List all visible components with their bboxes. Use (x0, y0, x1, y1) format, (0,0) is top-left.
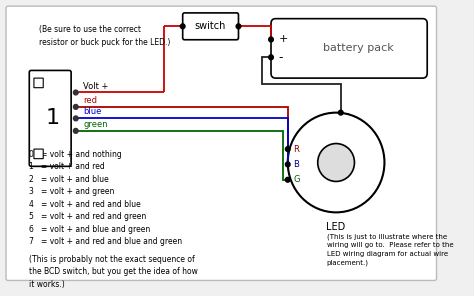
Text: 6   = volt + and blue and green: 6 = volt + and blue and green (29, 225, 151, 234)
Text: battery pack: battery pack (323, 44, 394, 53)
Text: 3   = volt + and green: 3 = volt + and green (29, 187, 115, 197)
Text: 5   = volt + and red and green: 5 = volt + and red and green (29, 212, 146, 221)
FancyBboxPatch shape (6, 6, 437, 280)
Text: green: green (83, 120, 108, 129)
Circle shape (338, 110, 343, 115)
Circle shape (269, 37, 273, 42)
Text: R: R (293, 144, 299, 154)
Text: 2   = volt + and blue: 2 = volt + and blue (29, 175, 109, 184)
Circle shape (318, 144, 355, 181)
Text: 1   = volt + and red: 1 = volt + and red (29, 163, 105, 171)
FancyBboxPatch shape (34, 149, 43, 159)
Text: -: - (346, 108, 349, 118)
Circle shape (285, 147, 290, 152)
Text: blue: blue (83, 107, 101, 116)
Text: +: + (278, 34, 288, 44)
Circle shape (285, 162, 290, 167)
Text: switch: switch (195, 21, 226, 31)
Text: G: G (293, 175, 300, 184)
Circle shape (269, 55, 273, 60)
Circle shape (288, 113, 384, 212)
FancyBboxPatch shape (29, 70, 71, 166)
Text: LED: LED (327, 222, 346, 232)
Text: 4   = volt + and red and blue: 4 = volt + and red and blue (29, 200, 141, 209)
Text: (This is probably not the exact sequence of
the BCD switch, but you get the idea: (This is probably not the exact sequence… (29, 255, 198, 289)
FancyBboxPatch shape (182, 13, 238, 40)
Text: red: red (83, 96, 97, 105)
FancyBboxPatch shape (271, 19, 427, 78)
Text: -: - (278, 51, 283, 64)
Text: 0   = volt + and nothing: 0 = volt + and nothing (29, 150, 122, 159)
FancyBboxPatch shape (34, 78, 43, 88)
Text: (This is just to illustrate where the
wiring will go to.  Please refer to the
LE: (This is just to illustrate where the wi… (327, 234, 454, 266)
Text: 1: 1 (46, 108, 60, 128)
Text: B: B (293, 160, 299, 169)
Circle shape (236, 24, 241, 29)
Circle shape (73, 104, 78, 109)
Text: 7   = volt + and red and blue and green: 7 = volt + and red and blue and green (29, 237, 182, 246)
Circle shape (73, 90, 78, 95)
Text: (Be sure to use the correct
resistor or buck puck for the LED.): (Be sure to use the correct resistor or … (38, 25, 170, 47)
Circle shape (73, 116, 78, 121)
Circle shape (285, 177, 290, 182)
Circle shape (73, 128, 78, 133)
Text: Volt +: Volt + (83, 82, 109, 91)
Circle shape (181, 24, 185, 29)
